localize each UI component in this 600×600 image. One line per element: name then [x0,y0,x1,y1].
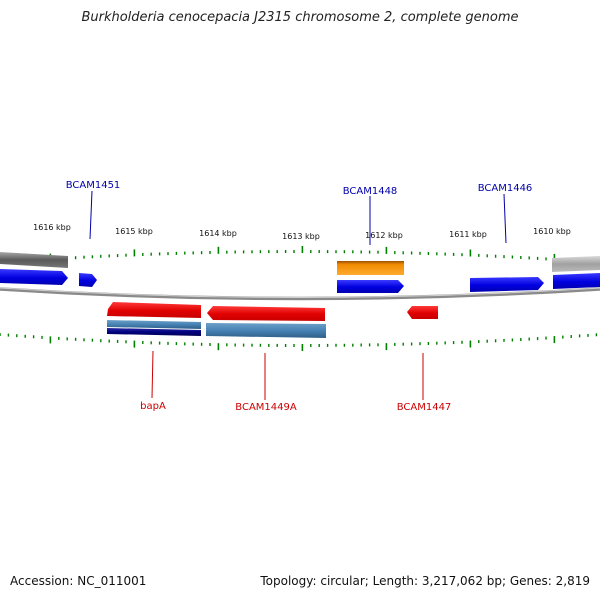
gene-label-line [503,193,507,244]
forward-cds-arrow [79,273,97,287]
forward-cds-arrow [337,280,404,293]
reverse-tick-marks [0,333,598,351]
reverse-cds-arrow [207,306,325,321]
kbp-label: 1611 kbp [449,230,487,239]
gene-label-bapa: bapA [140,401,166,412]
forward-cds-arrow [553,273,600,289]
navy-feature [107,328,201,336]
gene-label-bcam1449a: BCAM1449A [235,402,297,413]
gene-label-line [89,190,93,240]
steelblue-feature [206,323,326,338]
orange-feature [337,261,404,275]
gray-feature [552,256,600,272]
gene-label-bcam1451: BCAM1451 [66,180,121,191]
forward-cds-arrow [0,269,68,285]
forward-tick-marks [0,246,598,264]
accession-label: Accession: NC_011001 [10,574,147,588]
gene-label-bcam1447: BCAM1447 [397,402,452,413]
steelblue-feature [107,320,201,329]
kbp-label: 1615 kbp [115,227,153,236]
kbp-label: 1614 kbp [199,229,237,238]
kbp-label: 1616 kbp [33,223,71,232]
genome-backbone [0,287,600,301]
forward-cds-arrow [470,277,544,292]
map-title: Burkholderia cenocepacia J2315 chromosom… [81,10,519,25]
gene-label-bcam1446: BCAM1446 [478,183,533,194]
kbp-label: 1613 kbp [282,232,320,241]
kbp-label: 1612 kbp [365,231,403,240]
genome-stats: Topology: circular; Length: 3,217,062 bp… [260,574,590,588]
kbp-label: 1610 kbp [533,227,571,236]
gray-feature [0,252,68,268]
genome-backbone-highlight [0,287,600,298]
gene-label-bcam1448: BCAM1448 [343,186,398,197]
reverse-cds-arrow [107,302,201,318]
reverse-cds-arrow [407,306,438,319]
gene-label-line [151,350,154,399]
